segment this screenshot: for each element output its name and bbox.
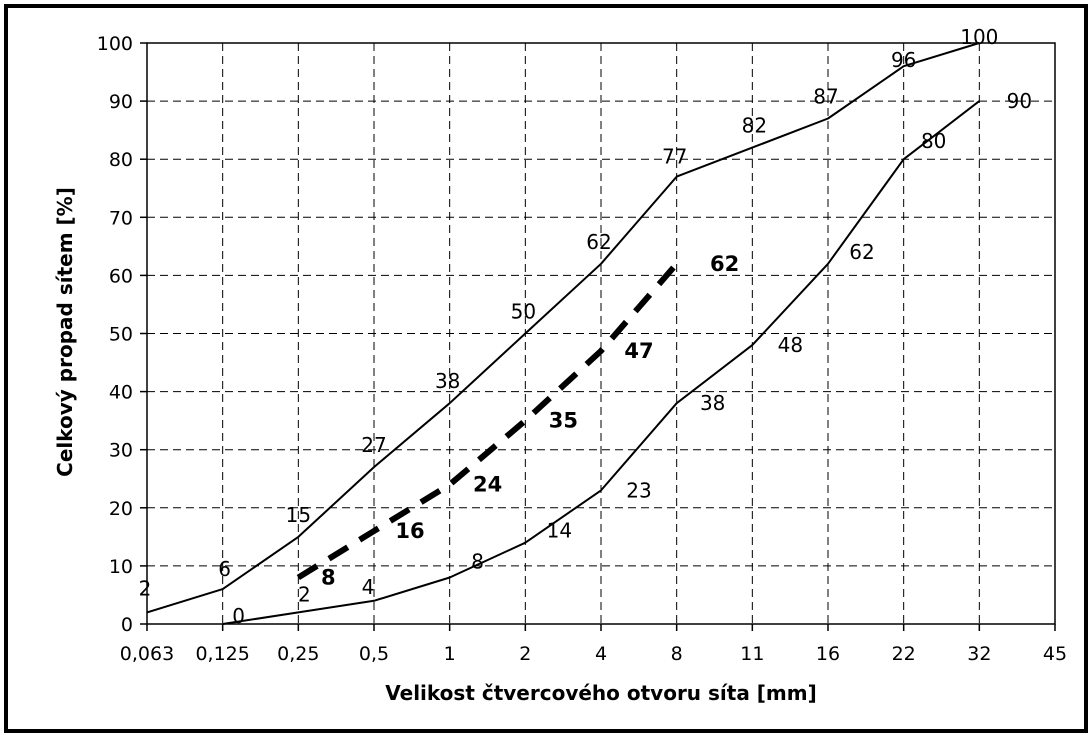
x-tick-label: 45 — [1043, 643, 1067, 665]
y-tick-label: 30 — [109, 440, 133, 462]
data-label: 8 — [321, 566, 336, 590]
data-label: 62 — [586, 230, 611, 254]
x-tick-label: 2 — [519, 643, 531, 665]
x-tick-label: 4 — [595, 643, 607, 665]
x-tick-label: 0,5 — [359, 643, 389, 665]
y-axis-title: Celkový propad sítem [%] — [53, 187, 77, 477]
data-label: 27 — [361, 433, 386, 457]
y-tick-label: 70 — [109, 207, 133, 229]
data-label: 2 — [139, 576, 152, 600]
series-line-solid — [146, 42, 980, 614]
y-tick-label: 20 — [109, 498, 133, 520]
data-label: 38 — [700, 391, 725, 415]
x-axis-title: Velikost čtvercového otvoru síta [mm] — [385, 681, 817, 705]
y-tick-label: 60 — [109, 265, 133, 287]
data-label: 82 — [742, 114, 767, 138]
x-tick-label: 32 — [967, 643, 991, 665]
data-label: 48 — [778, 333, 803, 357]
data-label: 47 — [624, 339, 653, 363]
x-tick-label: 8 — [671, 643, 683, 665]
y-tick-label: 0 — [121, 614, 133, 636]
x-tick-label: 0,125 — [195, 643, 249, 665]
y-tick-label: 10 — [109, 556, 133, 578]
x-tick-label: 0,25 — [277, 643, 319, 665]
x-tick-label: 16 — [816, 643, 840, 665]
data-label: 80 — [921, 129, 946, 153]
x-tick-label: 22 — [892, 643, 916, 665]
data-label: 2 — [298, 582, 311, 606]
data-label: 6 — [218, 557, 231, 581]
data-label: 87 — [813, 85, 838, 109]
data-label: 0 — [232, 604, 245, 628]
data-label: 4 — [362, 575, 375, 599]
data-label: 100 — [960, 25, 998, 49]
data-label: 62 — [710, 252, 739, 276]
y-tick-label: 50 — [109, 324, 133, 346]
data-label: 96 — [891, 48, 916, 72]
data-label: 62 — [849, 240, 874, 264]
data-label: 15 — [286, 503, 311, 527]
y-tick-label: 40 — [109, 382, 133, 404]
series-line-solid — [222, 100, 980, 625]
data-label: 23 — [626, 478, 651, 502]
y-tick-label: 80 — [109, 149, 133, 171]
y-tick-label: 100 — [97, 33, 133, 55]
data-label: 50 — [511, 300, 536, 324]
data-label: 35 — [549, 409, 578, 433]
x-tick-label: 11 — [740, 643, 764, 665]
data-label: 16 — [395, 519, 424, 543]
y-tick-label: 90 — [109, 91, 133, 113]
x-tick-label: 0,063 — [120, 643, 174, 665]
data-label: 8 — [471, 550, 484, 574]
data-label: 14 — [547, 519, 572, 543]
data-label: 24 — [473, 473, 502, 497]
data-label: 77 — [662, 145, 687, 169]
chart-frame — [4, 4, 1088, 733]
data-label: 90 — [1007, 89, 1032, 113]
series-line-dashed — [296, 261, 679, 581]
data-label: 38 — [435, 369, 460, 393]
x-tick-label: 1 — [444, 643, 456, 665]
